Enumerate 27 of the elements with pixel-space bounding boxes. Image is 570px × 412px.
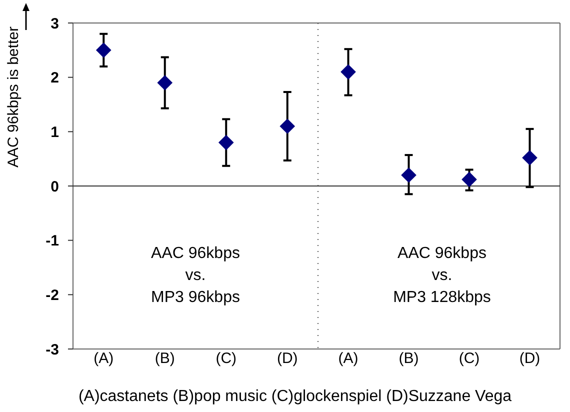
point (522, 150, 538, 166)
point (462, 172, 477, 188)
x-tick-label: (B) (398, 350, 419, 367)
x-tick-label: (D) (276, 350, 298, 367)
x-tick-label: (C) (458, 350, 480, 367)
x-tick-label: (D) (519, 350, 540, 367)
y-tick-label: -3 (46, 341, 59, 358)
point (340, 64, 356, 80)
y-tick-label: 1 (50, 124, 59, 141)
point (218, 134, 234, 150)
x-tick-label: (A) (94, 350, 114, 367)
point (157, 75, 173, 90)
y-tick-label: 3 (50, 15, 59, 32)
point (96, 42, 112, 58)
x-tick-label: (C) (216, 350, 237, 367)
y-tick-label: 2 (50, 70, 59, 87)
y-tick-label: -2 (46, 286, 59, 304)
y-tick-label: -1 (46, 232, 59, 250)
x-tick-label: (B) (154, 350, 175, 367)
y-axis-title: AAC 96kbps is better (5, 26, 22, 168)
text: (A)castanets (B)pop music (C)glockenspiel (D)Suzzane Vega (78, 388, 512, 405)
point (401, 167, 416, 183)
annotation: AAC 96kbps vs. MP3 96kbps (151, 245, 240, 306)
point (280, 118, 296, 134)
annotation: AAC 96kbps vs. MP3 128kbps (393, 245, 491, 306)
y-tick-label: 0 (50, 178, 59, 196)
x-tick-label: (A) (338, 350, 358, 367)
